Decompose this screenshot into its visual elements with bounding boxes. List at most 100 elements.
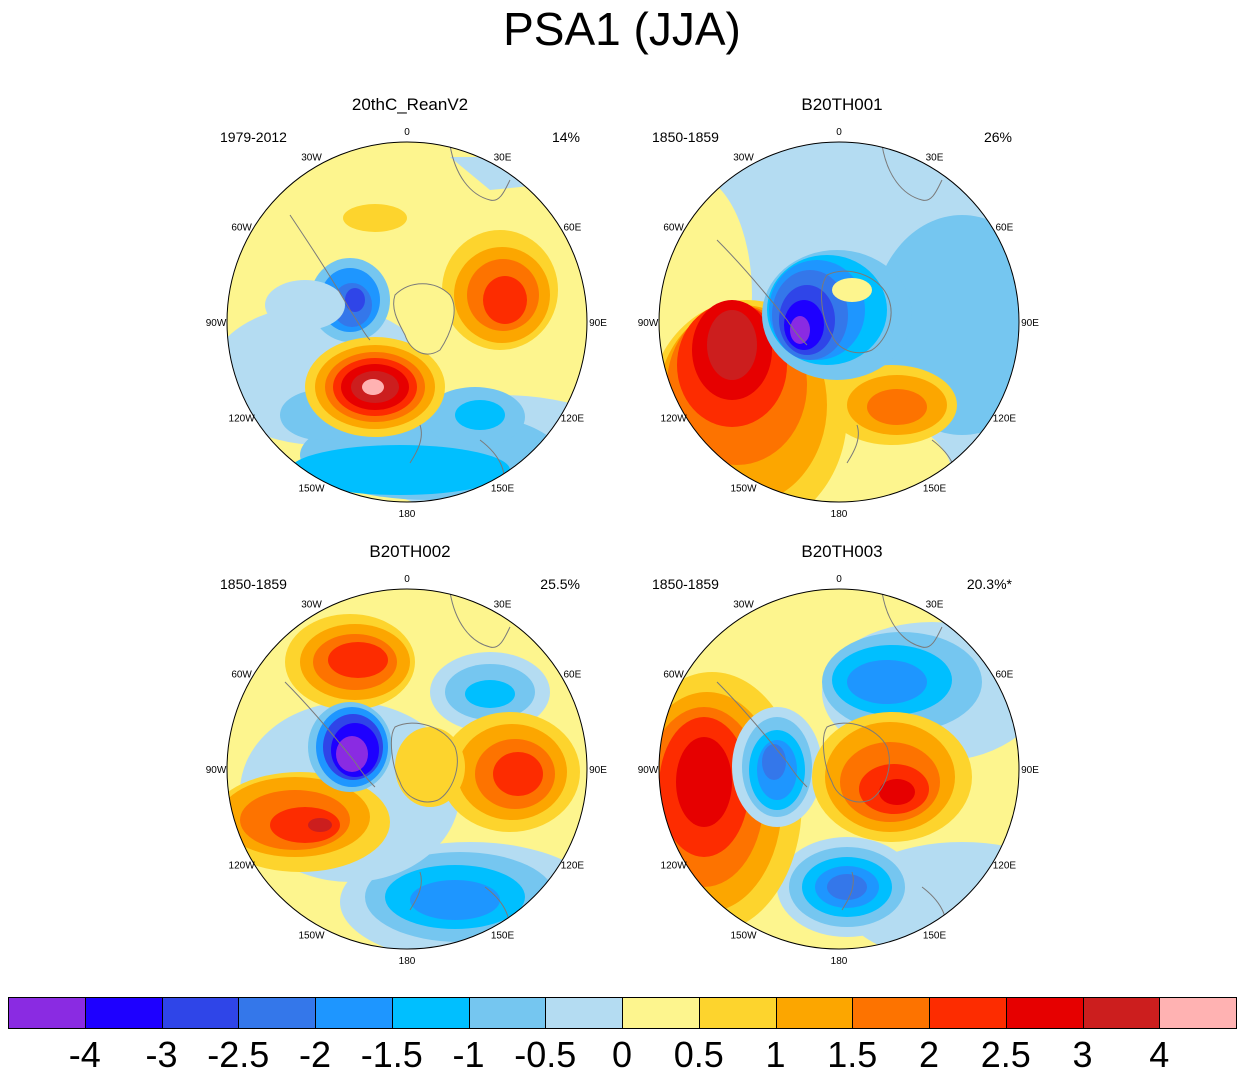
- panel-period: 1979-2012: [220, 129, 287, 145]
- panel-variance-explained: 26%: [983, 129, 1012, 145]
- longitude-label: 150W: [298, 483, 325, 494]
- polar-map: 0 30E 60E 90E 120E 150E 180 150W 120W 90W 60W 30W: [638, 574, 1040, 967]
- longitude-label: 180: [399, 509, 416, 520]
- longitude-label: 90E: [1021, 318, 1039, 329]
- colorbar-tick-label: -0.5: [514, 1034, 577, 1075]
- longitude-label: 150W: [730, 930, 757, 941]
- figure-title: PSA1 (JJA): [503, 3, 741, 55]
- colorbar-tick-label: -1.5: [360, 1034, 423, 1075]
- longitude-label: 30W: [733, 153, 754, 164]
- longitude-label: 150E: [923, 483, 947, 494]
- longitude-label: 120E: [561, 414, 585, 425]
- map-panel-b20th002: B20TH002 1850-1859 25.5%: [200, 542, 620, 967]
- colorbar-tick-label: 0.5: [673, 1034, 724, 1075]
- colorbar-tick-label: -3: [145, 1034, 178, 1075]
- colorbar-swatch: [775, 997, 854, 1029]
- panel-period: 1850-1859: [652, 576, 719, 592]
- longitude-label: 150E: [491, 483, 515, 494]
- colorbar-swatch: [929, 997, 1007, 1029]
- colorbar-tick-label: 1.5: [827, 1034, 878, 1075]
- longitude-label: 30W: [301, 153, 322, 164]
- colorbar-swatch: [468, 997, 547, 1029]
- polar-map: 0 30E 60E 90E 120E 150E 180 150W 120W 90W 60W 30W: [206, 574, 608, 967]
- longitude-label: 150W: [730, 483, 757, 494]
- colorbar-tick-label: -2: [298, 1034, 332, 1075]
- longitude-label: 0: [404, 127, 410, 138]
- colorbar-tick-label: 2.5: [980, 1034, 1031, 1075]
- longitude-label: 120W: [661, 861, 688, 872]
- longitude-label: 60E: [996, 670, 1014, 681]
- longitude-label: 90W: [638, 318, 659, 329]
- longitude-label: 150E: [491, 930, 515, 941]
- longitude-label: 120W: [229, 861, 256, 872]
- longitude-label: 30E: [926, 600, 944, 611]
- longitude-label: 120E: [561, 861, 585, 872]
- longitude-label: 120E: [993, 414, 1017, 425]
- colorbar-tick-label: 2: [918, 1034, 940, 1075]
- colorbar-swatch: [161, 997, 240, 1029]
- colorbar-swatch: [8, 997, 86, 1029]
- longitude-label: 30W: [301, 600, 322, 611]
- panel-period: 1850-1859: [652, 129, 719, 145]
- longitude-label: 60W: [231, 670, 252, 681]
- colorbar-swatch: [238, 997, 316, 1029]
- longitude-label: 30W: [733, 600, 754, 611]
- longitude-label: 120W: [229, 414, 256, 425]
- longitude-label: 30E: [926, 153, 944, 164]
- colorbar-tick-label: -2.5: [207, 1034, 270, 1075]
- colorbar-tick-label: 3: [1072, 1034, 1093, 1075]
- longitude-label: 30E: [494, 600, 512, 611]
- panel-title: 20thC_ReanV2: [351, 95, 469, 114]
- longitude-label: 60E: [564, 670, 582, 681]
- colorbar-swatch: [622, 997, 700, 1029]
- panel-variance-explained: 25.5%: [540, 576, 580, 592]
- panel-title: B20TH002: [369, 542, 451, 561]
- colorbar-swatch: [1005, 997, 1084, 1029]
- colorbar-swatch: [315, 997, 393, 1029]
- polar-map: 0 30E 60E 90E 120E 150E 180 150W 120W 90W 60W 30W: [638, 127, 1040, 520]
- colorbar-tick-label: -1: [452, 1034, 485, 1075]
- panel-variance-explained: 20.3%*: [966, 576, 1012, 592]
- colorbar-swatch: [852, 997, 930, 1029]
- panel-title: B20TH003: [801, 542, 883, 561]
- longitude-label: 90E: [589, 765, 607, 776]
- longitude-label: 90W: [206, 318, 227, 329]
- panel-title: B20TH001: [801, 95, 883, 114]
- longitude-label: 150E: [923, 930, 947, 941]
- longitude-label: 150W: [298, 930, 325, 941]
- longitude-label: 0: [404, 574, 410, 585]
- colorbar-swatch: [545, 997, 623, 1029]
- map-panel-20thc-reanv2: 20thC_ReanV2 1979-2012 14%: [200, 95, 620, 520]
- panel-variance-explained: 14%: [551, 129, 580, 145]
- longitude-label: 90E: [1021, 765, 1039, 776]
- longitude-label: 0: [836, 574, 842, 585]
- longitude-label: 180: [831, 509, 848, 520]
- longitude-label: 90E: [589, 318, 607, 329]
- longitude-label: 60W: [663, 670, 684, 681]
- map-panel-b20th001: B20TH001 1850-1859 26%: [632, 95, 1052, 520]
- colorbar-swatch: [391, 997, 470, 1029]
- colorbar-tick-label: 4: [1149, 1034, 1170, 1075]
- longitude-label: 120W: [661, 414, 688, 425]
- longitude-label: 60E: [996, 223, 1014, 234]
- longitude-label: 60E: [564, 223, 582, 234]
- panel-period: 1850-1859: [220, 576, 287, 592]
- colorbar-swatch: [1159, 997, 1237, 1029]
- longitude-label: 90W: [638, 765, 659, 776]
- longitude-label: 90W: [206, 765, 227, 776]
- longitude-label: 180: [831, 956, 848, 967]
- longitude-label: 60W: [231, 223, 252, 234]
- colorbar-tick-label: 0: [611, 1034, 633, 1075]
- colorbar: [8, 997, 1237, 1031]
- colorbar-swatch: [84, 997, 163, 1029]
- longitude-label: 0: [836, 127, 842, 138]
- longitude-label: 30E: [494, 153, 512, 164]
- colorbar-swatch: [698, 997, 777, 1029]
- longitude-label: 60W: [663, 223, 684, 234]
- longitude-label: 180: [399, 956, 416, 967]
- map-panel-b20th003: B20TH003 1850-1859 20.3%*: [632, 542, 1052, 967]
- longitude-label: 120E: [993, 861, 1017, 872]
- polar-map: 0 30E 60E 90E 120E 150E 180 150W 120W 90W 60W 30W: [206, 127, 608, 520]
- colorbar-tick-label: -4: [68, 1034, 101, 1075]
- colorbar-tick-label: 1: [765, 1034, 786, 1075]
